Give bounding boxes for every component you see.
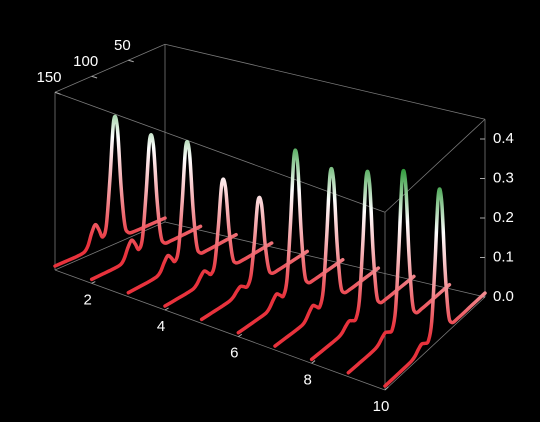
depth-tick	[54, 91, 61, 95]
depth-tick	[128, 59, 134, 63]
box-edge	[54, 43, 166, 93]
x-tick	[311, 360, 316, 364]
curve	[199, 195, 309, 322]
box-edge	[54, 269, 386, 391]
x-tick	[164, 307, 169, 311]
depth-tick	[91, 75, 98, 79]
curve	[126, 139, 238, 295]
curve	[383, 187, 487, 388]
curve	[309, 169, 416, 362]
y-tick-label: 0.2	[493, 209, 514, 226]
box-edge	[54, 221, 166, 271]
depth-tick-label: 100	[73, 53, 98, 70]
curve	[346, 168, 452, 375]
x-tick	[384, 386, 389, 391]
box-edge	[384, 296, 486, 391]
curve	[89, 132, 203, 282]
y-tick-label: 0.1	[493, 248, 514, 265]
curve	[236, 148, 345, 335]
y-tick-label: 0.0	[493, 288, 514, 305]
depth-tick-label: 50	[114, 37, 131, 54]
x-tick-label: 8	[303, 371, 311, 388]
curve	[163, 177, 274, 308]
y-tick-label: 0.4	[493, 130, 514, 147]
x-tick-label: 10	[373, 398, 390, 415]
y-tick-label: 0.3	[493, 169, 514, 186]
x-tick-label: 2	[83, 291, 91, 308]
depth-tick-label: 150	[36, 69, 61, 86]
x-tick-label: 6	[230, 345, 238, 362]
curve	[273, 166, 381, 348]
x-tick-label: 4	[157, 318, 165, 335]
curve	[53, 114, 167, 268]
x-tick	[238, 333, 243, 338]
box-edge	[164, 43, 486, 120]
x-tick	[91, 281, 96, 284]
